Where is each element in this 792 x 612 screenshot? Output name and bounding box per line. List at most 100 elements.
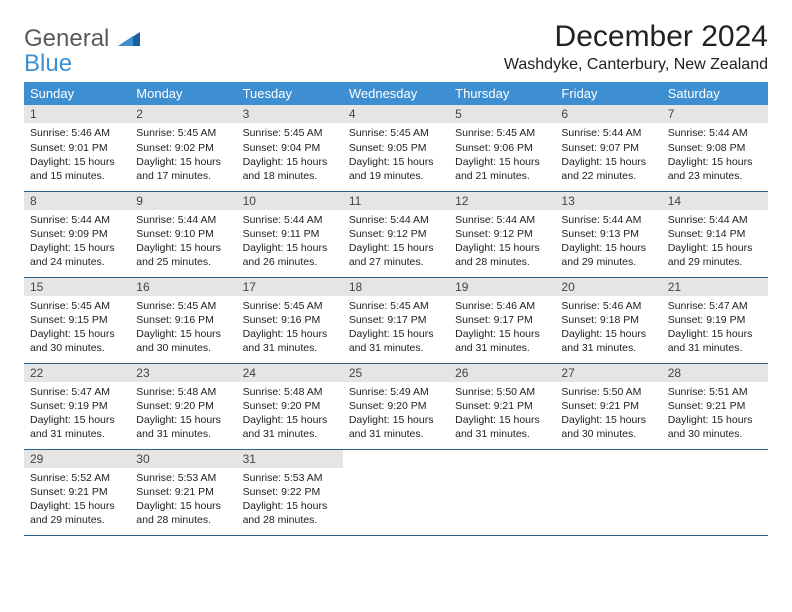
day-number: 16	[130, 278, 236, 296]
calendar-thead: SundayMondayTuesdayWednesdayThursdayFrid…	[24, 82, 768, 105]
day-number: 28	[662, 364, 768, 382]
day-details: Sunrise: 5:45 AMSunset: 9:06 PMDaylight:…	[449, 123, 555, 187]
calendar-page: General Blue December 2024 Washdyke, Can…	[0, 0, 792, 556]
day-details: Sunrise: 5:53 AMSunset: 9:22 PMDaylight:…	[237, 468, 343, 532]
sunrise-line: Sunrise: 5:45 AM	[349, 126, 443, 140]
calendar-week-row: 1Sunrise: 5:46 AMSunset: 9:01 PMDaylight…	[24, 105, 768, 191]
daylight-line: Daylight: 15 hours and 26 minutes.	[243, 241, 337, 269]
day-number: 5	[449, 105, 555, 123]
sunrise-line: Sunrise: 5:44 AM	[668, 213, 762, 227]
calendar-cell: 10Sunrise: 5:44 AMSunset: 9:11 PMDayligh…	[237, 191, 343, 277]
daylight-line: Daylight: 15 hours and 31 minutes.	[668, 327, 762, 355]
day-number: 12	[449, 192, 555, 210]
logo-line2: Blue	[24, 50, 72, 77]
calendar-cell: 25Sunrise: 5:49 AMSunset: 9:20 PMDayligh…	[343, 363, 449, 449]
sunset-line: Sunset: 9:21 PM	[561, 399, 655, 413]
day-number: 22	[24, 364, 130, 382]
day-details: Sunrise: 5:46 AMSunset: 9:01 PMDaylight:…	[24, 123, 130, 187]
calendar-cell: 23Sunrise: 5:48 AMSunset: 9:20 PMDayligh…	[130, 363, 236, 449]
calendar-cell: 6Sunrise: 5:44 AMSunset: 9:07 PMDaylight…	[555, 105, 661, 191]
day-number: 13	[555, 192, 661, 210]
day-number: 27	[555, 364, 661, 382]
day-of-week-header: Sunday	[24, 82, 130, 105]
calendar-cell: 13Sunrise: 5:44 AMSunset: 9:13 PMDayligh…	[555, 191, 661, 277]
sunset-line: Sunset: 9:06 PM	[455, 141, 549, 155]
sunrise-line: Sunrise: 5:52 AM	[30, 471, 124, 485]
calendar-cell: 9Sunrise: 5:44 AMSunset: 9:10 PMDaylight…	[130, 191, 236, 277]
sunrise-line: Sunrise: 5:47 AM	[30, 385, 124, 399]
daylight-line: Daylight: 15 hours and 28 minutes.	[136, 499, 230, 527]
day-of-week-header: Thursday	[449, 82, 555, 105]
calendar-week-row: 29Sunrise: 5:52 AMSunset: 9:21 PMDayligh…	[24, 449, 768, 535]
daylight-line: Daylight: 15 hours and 31 minutes.	[136, 413, 230, 441]
logo-text: General Blue	[24, 26, 140, 76]
sunrise-line: Sunrise: 5:44 AM	[561, 213, 655, 227]
sunrise-line: Sunrise: 5:44 AM	[349, 213, 443, 227]
sunset-line: Sunset: 9:16 PM	[136, 313, 230, 327]
day-details: Sunrise: 5:45 AMSunset: 9:04 PMDaylight:…	[237, 123, 343, 187]
sunset-line: Sunset: 9:04 PM	[243, 141, 337, 155]
day-details: Sunrise: 5:49 AMSunset: 9:20 PMDaylight:…	[343, 382, 449, 446]
day-number: 23	[130, 364, 236, 382]
sunrise-line: Sunrise: 5:46 AM	[30, 126, 124, 140]
location: Washdyke, Canterbury, New Zealand	[504, 56, 768, 74]
daylight-line: Daylight: 15 hours and 25 minutes.	[136, 241, 230, 269]
sunrise-line: Sunrise: 5:45 AM	[349, 299, 443, 313]
daylight-line: Daylight: 15 hours and 28 minutes.	[243, 499, 337, 527]
sunset-line: Sunset: 9:01 PM	[30, 141, 124, 155]
day-number: 6	[555, 105, 661, 123]
calendar-cell	[449, 449, 555, 535]
day-number: 15	[24, 278, 130, 296]
sunrise-line: Sunrise: 5:50 AM	[561, 385, 655, 399]
sunset-line: Sunset: 9:07 PM	[561, 141, 655, 155]
day-details: Sunrise: 5:47 AMSunset: 9:19 PMDaylight:…	[662, 296, 768, 360]
calendar-cell: 5Sunrise: 5:45 AMSunset: 9:06 PMDaylight…	[449, 105, 555, 191]
sunrise-line: Sunrise: 5:45 AM	[243, 299, 337, 313]
day-details: Sunrise: 5:48 AMSunset: 9:20 PMDaylight:…	[130, 382, 236, 446]
calendar-week-row: 15Sunrise: 5:45 AMSunset: 9:15 PMDayligh…	[24, 277, 768, 363]
daylight-line: Daylight: 15 hours and 29 minutes.	[561, 241, 655, 269]
sunrise-line: Sunrise: 5:45 AM	[30, 299, 124, 313]
calendar-cell: 29Sunrise: 5:52 AMSunset: 9:21 PMDayligh…	[24, 449, 130, 535]
sunrise-line: Sunrise: 5:44 AM	[455, 213, 549, 227]
sunset-line: Sunset: 9:02 PM	[136, 141, 230, 155]
daylight-line: Daylight: 15 hours and 30 minutes.	[668, 413, 762, 441]
calendar-cell: 26Sunrise: 5:50 AMSunset: 9:21 PMDayligh…	[449, 363, 555, 449]
sunset-line: Sunset: 9:16 PM	[243, 313, 337, 327]
daylight-line: Daylight: 15 hours and 28 minutes.	[455, 241, 549, 269]
sunrise-line: Sunrise: 5:45 AM	[455, 126, 549, 140]
sunset-line: Sunset: 9:12 PM	[455, 227, 549, 241]
day-number: 18	[343, 278, 449, 296]
sunset-line: Sunset: 9:20 PM	[243, 399, 337, 413]
sunset-line: Sunset: 9:19 PM	[30, 399, 124, 413]
day-of-week-header: Monday	[130, 82, 236, 105]
day-details: Sunrise: 5:44 AMSunset: 9:07 PMDaylight:…	[555, 123, 661, 187]
day-details: Sunrise: 5:44 AMSunset: 9:13 PMDaylight:…	[555, 210, 661, 274]
sunset-line: Sunset: 9:21 PM	[455, 399, 549, 413]
daylight-line: Daylight: 15 hours and 31 minutes.	[30, 413, 124, 441]
day-number: 11	[343, 192, 449, 210]
day-number: 25	[343, 364, 449, 382]
calendar-cell: 30Sunrise: 5:53 AMSunset: 9:21 PMDayligh…	[130, 449, 236, 535]
day-number: 10	[237, 192, 343, 210]
sunrise-line: Sunrise: 5:50 AM	[455, 385, 549, 399]
day-number: 30	[130, 450, 236, 468]
calendar-cell	[662, 449, 768, 535]
day-details: Sunrise: 5:50 AMSunset: 9:21 PMDaylight:…	[449, 382, 555, 446]
sunrise-line: Sunrise: 5:44 AM	[561, 126, 655, 140]
sunrise-line: Sunrise: 5:49 AM	[349, 385, 443, 399]
sunrise-line: Sunrise: 5:45 AM	[243, 126, 337, 140]
calendar-cell: 8Sunrise: 5:44 AMSunset: 9:09 PMDaylight…	[24, 191, 130, 277]
sunrise-line: Sunrise: 5:53 AM	[136, 471, 230, 485]
daylight-line: Daylight: 15 hours and 31 minutes.	[243, 413, 337, 441]
day-number: 26	[449, 364, 555, 382]
daylight-line: Daylight: 15 hours and 31 minutes.	[455, 327, 549, 355]
sunset-line: Sunset: 9:13 PM	[561, 227, 655, 241]
calendar-cell: 27Sunrise: 5:50 AMSunset: 9:21 PMDayligh…	[555, 363, 661, 449]
sunset-line: Sunset: 9:21 PM	[668, 399, 762, 413]
daylight-line: Daylight: 15 hours and 29 minutes.	[30, 499, 124, 527]
sunset-line: Sunset: 9:17 PM	[349, 313, 443, 327]
day-details: Sunrise: 5:44 AMSunset: 9:12 PMDaylight:…	[343, 210, 449, 274]
title-block: December 2024 Washdyke, Canterbury, New …	[504, 20, 768, 74]
sunrise-line: Sunrise: 5:48 AM	[243, 385, 337, 399]
